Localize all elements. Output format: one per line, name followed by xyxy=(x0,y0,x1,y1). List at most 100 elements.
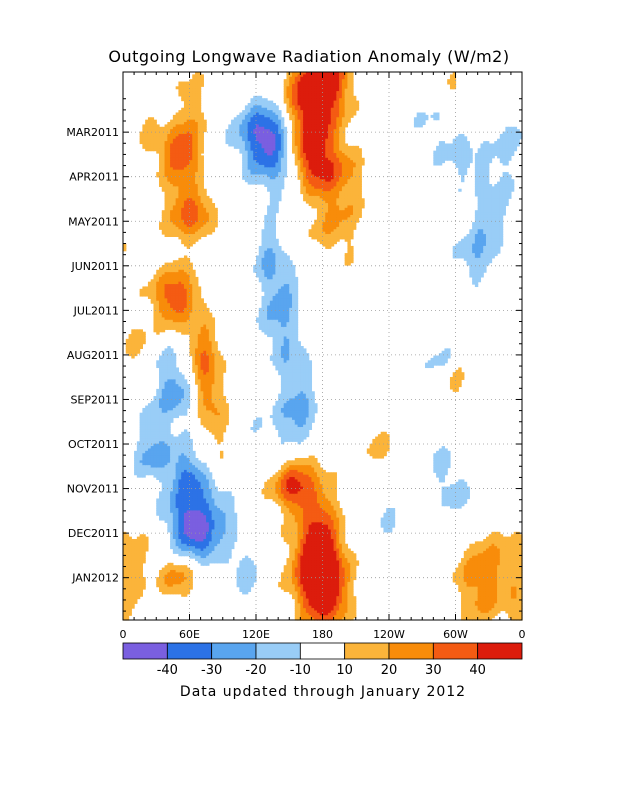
anomaly-cell xyxy=(261,312,265,316)
anomaly-cell xyxy=(175,512,180,516)
anomaly-cell xyxy=(200,462,204,466)
anomaly-cell xyxy=(222,491,227,495)
anomaly-cell xyxy=(208,348,213,352)
anomaly-cell xyxy=(178,579,182,583)
anomaly-cell xyxy=(197,286,202,290)
anomaly-cell xyxy=(181,331,185,335)
anomaly-cell xyxy=(192,286,196,290)
anomaly-cell xyxy=(186,462,191,466)
anomaly-cell xyxy=(197,334,202,338)
anomaly-cell xyxy=(269,295,274,299)
anomaly-cell xyxy=(264,136,268,140)
anomaly-cell xyxy=(156,274,160,278)
anomaly-cell xyxy=(242,565,246,569)
anomaly-cell xyxy=(142,443,146,447)
anomaly-cell xyxy=(172,541,177,545)
anomaly-cell xyxy=(175,446,180,450)
anomaly-cell xyxy=(206,338,210,342)
anomaly-cell xyxy=(233,117,238,121)
anomaly-cell xyxy=(172,457,177,461)
anomaly-cell xyxy=(183,95,188,99)
anomaly-cell xyxy=(156,398,160,402)
anomaly-cell xyxy=(153,274,157,278)
anomaly-cell xyxy=(161,438,166,442)
anomaly-cell xyxy=(167,431,171,435)
anomaly-cell xyxy=(214,496,218,500)
anomaly-cell xyxy=(211,512,216,516)
anomaly-cell xyxy=(264,160,268,164)
anomaly-cell xyxy=(178,181,182,185)
anomaly-cell xyxy=(183,407,188,411)
anomaly-cell xyxy=(250,174,254,178)
anomaly-cell xyxy=(258,424,263,428)
anomaly-cell xyxy=(167,214,171,218)
anomaly-cell xyxy=(164,469,168,473)
anomaly-cell xyxy=(186,183,191,187)
anomaly-cell xyxy=(195,191,199,195)
anomaly-cell xyxy=(217,519,221,523)
anomaly-cell xyxy=(150,133,155,137)
anomaly-cell xyxy=(159,474,163,478)
anomaly-cell xyxy=(192,450,196,454)
anomaly-cell xyxy=(189,491,193,495)
anomaly-cell xyxy=(239,577,243,581)
anomaly-cell xyxy=(178,441,182,445)
anomaly-cell xyxy=(175,477,180,481)
anomaly-cell xyxy=(195,481,199,485)
anomaly-cell xyxy=(225,510,229,514)
anomaly-cell xyxy=(264,167,268,171)
anomaly-cell xyxy=(261,305,265,309)
anomaly-cell xyxy=(153,122,157,126)
anomaly-cell xyxy=(131,600,135,604)
anomaly-cell xyxy=(253,110,257,114)
anomaly-cell xyxy=(181,567,185,571)
anomaly-cell xyxy=(219,438,224,442)
anomaly-cell xyxy=(170,188,174,192)
anomaly-cell xyxy=(167,450,171,454)
anomaly-cell xyxy=(231,536,235,540)
anomaly-cell xyxy=(153,474,157,478)
anomaly-cell xyxy=(214,505,218,509)
anomaly-cell xyxy=(256,264,260,268)
anomaly-cell xyxy=(123,569,127,573)
anomaly-cell xyxy=(164,145,168,149)
anomaly-cell xyxy=(236,133,240,137)
anomaly-cell xyxy=(175,503,180,507)
anomaly-cell xyxy=(211,214,216,218)
anomaly-cell xyxy=(272,119,276,123)
anomaly-cell xyxy=(142,584,146,588)
anomaly-cell xyxy=(219,555,224,559)
anomaly-cell xyxy=(189,512,193,516)
anomaly-cell xyxy=(267,129,271,133)
anomaly-cell xyxy=(147,427,152,430)
anomaly-cell xyxy=(186,455,191,459)
anomaly-cell xyxy=(175,133,180,137)
anomaly-cell xyxy=(167,569,171,573)
anomaly-cell xyxy=(242,579,246,583)
anomaly-cell xyxy=(258,150,263,154)
anomaly-cell xyxy=(272,124,276,128)
anomaly-cell xyxy=(167,500,171,504)
anomaly-cell xyxy=(161,157,166,161)
anomaly-cell xyxy=(208,198,213,202)
anomaly-cell xyxy=(172,469,177,473)
anomaly-cell xyxy=(181,95,185,99)
anomaly-cell xyxy=(175,403,180,407)
anomaly-cell xyxy=(189,341,193,345)
anomaly-cell xyxy=(172,260,177,264)
anomaly-cell xyxy=(228,124,232,128)
anomaly-cell xyxy=(219,508,224,511)
anomaly-cell xyxy=(214,353,218,357)
anomaly-cell xyxy=(192,195,196,199)
anomaly-cell xyxy=(253,95,257,99)
anomaly-cell xyxy=(264,319,268,323)
anomaly-cell xyxy=(161,350,166,354)
anomaly-cell xyxy=(195,500,199,504)
anomaly-cell xyxy=(153,324,157,328)
anomaly-cell xyxy=(164,405,168,409)
anomaly-cell xyxy=(167,589,171,593)
anomaly-cell xyxy=(258,317,263,321)
anomaly-cell xyxy=(192,126,196,130)
anomaly-cell xyxy=(217,512,221,516)
anomaly-cell xyxy=(189,136,193,140)
